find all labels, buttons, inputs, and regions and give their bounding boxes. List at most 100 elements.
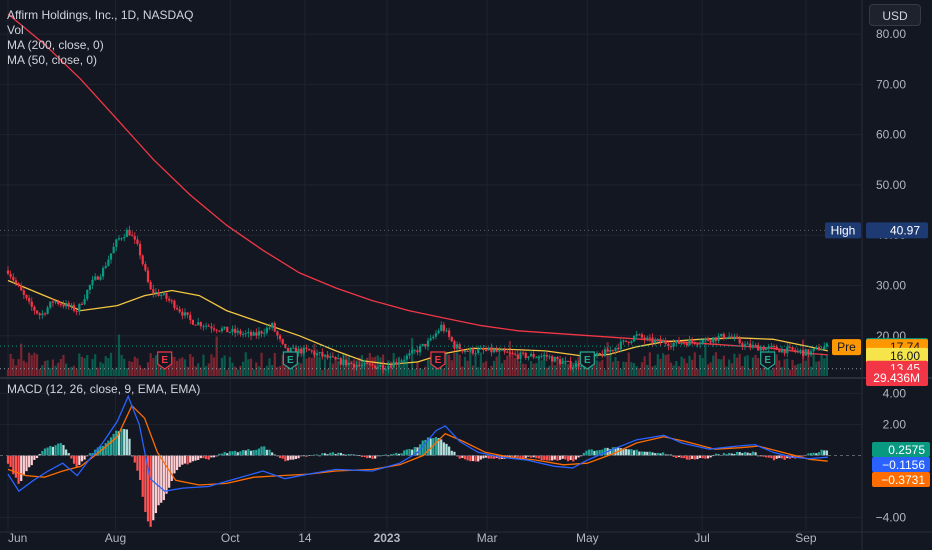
candle xyxy=(22,288,25,300)
volume-bar xyxy=(595,360,599,376)
histogram-bar xyxy=(65,449,68,456)
volume-bar xyxy=(78,353,81,376)
macd-legend[interactable]: MACD (12, 26, close, 9, EMA, EMA) xyxy=(7,382,201,396)
price-label[interactable]: 16.00 xyxy=(866,347,928,364)
volume-bar xyxy=(96,367,99,376)
ma200-line xyxy=(7,13,828,356)
histogram-bar xyxy=(471,455,475,462)
candle xyxy=(640,332,644,341)
candle xyxy=(226,326,229,333)
candle xyxy=(609,346,612,354)
candle xyxy=(136,236,139,246)
candle-body xyxy=(329,356,332,358)
candle xyxy=(368,360,371,367)
earnings-badge[interactable] xyxy=(157,351,173,370)
candle xyxy=(220,325,224,334)
candle-body xyxy=(759,347,762,351)
candle xyxy=(733,333,736,342)
candle xyxy=(794,347,797,354)
candle xyxy=(133,232,136,245)
candle-body xyxy=(249,332,253,336)
candle-body xyxy=(226,326,229,333)
histogram-bar xyxy=(202,455,205,459)
candle xyxy=(654,337,657,346)
volume-bar xyxy=(688,355,691,376)
price-label[interactable]: 29.436M xyxy=(866,370,928,387)
candle xyxy=(9,270,12,280)
earnings-marker[interactable]: E xyxy=(430,351,446,370)
volume-bar xyxy=(524,364,527,376)
candle-body xyxy=(453,341,456,349)
histogram-bar xyxy=(487,455,490,459)
candle xyxy=(123,233,126,242)
histogram-bar xyxy=(308,455,311,456)
earnings-marker[interactable]: E xyxy=(579,351,595,370)
volume-bar xyxy=(733,353,736,376)
candle xyxy=(49,301,52,310)
time-axis: Jun Aug Oct 14 2023 Mar May Jul Sep xyxy=(8,531,817,545)
earnings-marker[interactable]: E xyxy=(157,351,173,370)
histogram-bar xyxy=(14,455,18,478)
histogram-bar xyxy=(685,455,688,460)
earnings-badge[interactable] xyxy=(760,351,776,370)
candle-body xyxy=(173,300,176,309)
candle-body xyxy=(30,301,33,307)
candle-body xyxy=(450,336,453,342)
candle xyxy=(516,350,519,363)
candle-body xyxy=(685,343,688,346)
volume-bar xyxy=(635,366,638,376)
candle xyxy=(205,322,208,330)
volume-bar xyxy=(706,364,710,376)
volume-bar xyxy=(141,368,144,376)
earnings-marker[interactable]: E xyxy=(282,351,298,370)
candle-body xyxy=(712,337,715,343)
volume-bar xyxy=(212,357,216,376)
candle xyxy=(429,334,432,342)
earnings-marker[interactable]: E xyxy=(760,351,776,370)
candle xyxy=(680,342,683,346)
candle xyxy=(408,349,411,359)
volume-bar xyxy=(14,365,18,376)
chart-title[interactable]: Affirm Holdings, Inc., 1D, NASDAQ xyxy=(7,8,194,22)
histogram-bar xyxy=(780,455,784,459)
candle xyxy=(741,341,744,350)
volume-bar xyxy=(503,360,506,376)
candle-body xyxy=(268,327,271,329)
histogram-bar xyxy=(572,455,575,462)
candle-body xyxy=(432,336,435,339)
candle xyxy=(595,350,599,359)
candle xyxy=(75,309,78,316)
macd-value-label[interactable]: 0.2575 xyxy=(872,442,930,457)
volume-bar xyxy=(149,353,152,376)
ma50-legend[interactable]: MA (50, close, 0) xyxy=(7,53,98,67)
histogram-bar xyxy=(614,447,617,456)
histogram-bar xyxy=(630,449,633,456)
histogram-bar xyxy=(117,431,121,456)
candle xyxy=(83,294,86,306)
candle-body xyxy=(656,338,659,340)
volume-legend[interactable]: Vol xyxy=(7,23,24,37)
volume-bar xyxy=(231,362,234,376)
histogram-bar xyxy=(508,455,511,457)
macd-value-label[interactable]: −0.3731 xyxy=(872,472,930,487)
earnings-badge[interactable] xyxy=(430,351,446,370)
volume-bar xyxy=(170,356,173,376)
histogram-bar xyxy=(490,455,493,459)
candle xyxy=(455,341,459,351)
ma200-legend[interactable]: MA (200, close, 0) xyxy=(7,38,104,52)
price-label[interactable]: High 40.97 xyxy=(825,222,928,239)
earnings-badge[interactable] xyxy=(282,351,298,370)
histogram-bar xyxy=(228,451,231,456)
candle xyxy=(117,235,121,241)
macd-value-label[interactable]: −0.1156 xyxy=(872,457,930,472)
candle xyxy=(326,351,329,360)
candle xyxy=(181,308,184,320)
earnings-badge[interactable] xyxy=(579,351,595,370)
volume-bar xyxy=(442,368,445,376)
currency-button[interactable]: USD xyxy=(869,4,921,26)
volume-bar xyxy=(651,366,654,376)
histogram-bar xyxy=(717,454,720,456)
histogram-bar xyxy=(54,445,57,456)
volume-bar xyxy=(400,364,403,376)
